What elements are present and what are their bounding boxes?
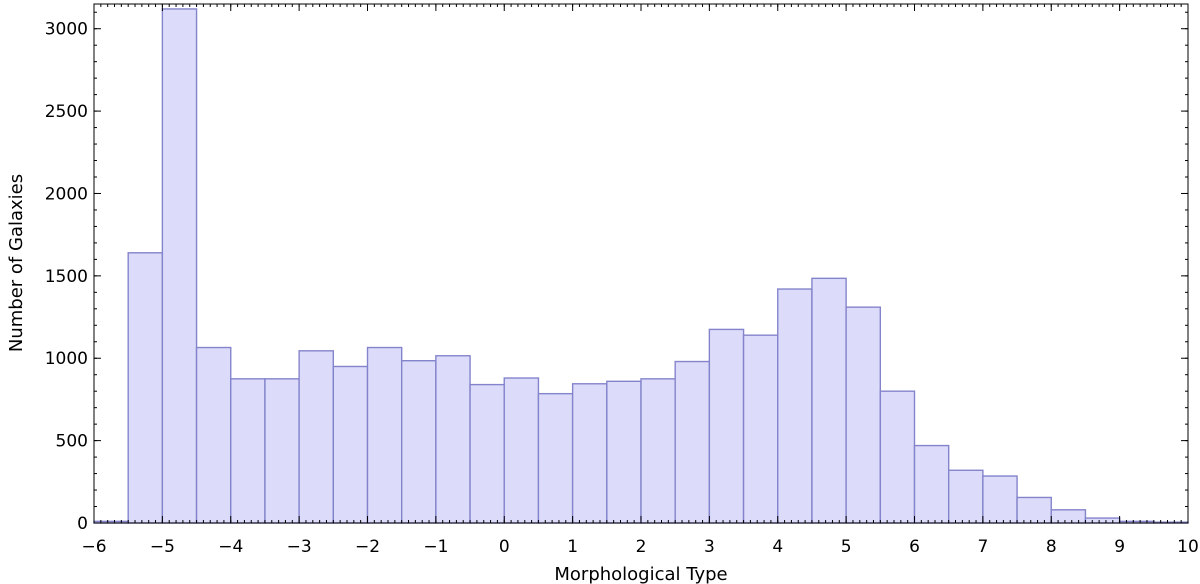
x-tick-label: 7: [977, 537, 988, 557]
histogram-bar: [537, 392, 574, 524]
histogram-bar: [742, 334, 779, 524]
y-tick-label: 500: [56, 432, 88, 452]
y-tick-label: 1500: [45, 267, 88, 287]
x-tick-label: 4: [772, 537, 783, 557]
histogram-bar: [230, 378, 266, 524]
x-tick-label: 6: [909, 537, 920, 557]
y-axis-title: Number of Galaxies: [6, 174, 27, 352]
y-tick-label: 2000: [45, 184, 88, 204]
histogram-bar: [161, 8, 198, 524]
x-tick-label: −5: [150, 537, 175, 557]
y-tick-label: 3000: [45, 20, 88, 40]
histogram-bar: [195, 346, 232, 524]
x-tick-label: −4: [218, 537, 243, 557]
histogram-bar: [811, 277, 847, 524]
histogram-bar: [1084, 517, 1121, 524]
y-tick-label: 2500: [45, 102, 88, 122]
histogram-bar: [400, 360, 437, 524]
histogram-bar: [1016, 496, 1052, 524]
x-tick-label: 2: [636, 537, 647, 557]
x-tick-label: −1: [423, 537, 448, 557]
x-tick-label: −2: [355, 537, 380, 557]
histogram-bar: [366, 346, 403, 524]
histogram-bar: [127, 252, 164, 524]
x-axis: −6 −5 −4 −3 −2 −1 0 1 2 3 4 5 6 7 8 9 10: [81, 4, 1199, 557]
histogram-bar: [982, 475, 1018, 524]
histogram-bar: [606, 380, 642, 524]
x-tick-label: −6: [81, 537, 106, 557]
bars-layer: [93, 8, 1189, 524]
histogram-bar: [947, 469, 984, 524]
histogram-bar: [571, 383, 608, 524]
histogram-bar: [777, 288, 813, 524]
histogram-bar: [879, 390, 916, 524]
x-tick-label: 3: [704, 537, 715, 557]
histogram-bar: [264, 378, 300, 524]
y-tick-label: 0: [77, 514, 88, 534]
histogram-bar: [845, 306, 882, 524]
x-tick-label: −3: [287, 537, 312, 557]
histogram-bar: [1050, 509, 1087, 524]
histogram-bar: [913, 444, 950, 524]
x-tick-label: 0: [499, 537, 510, 557]
x-tick-label: 9: [1114, 537, 1125, 557]
x-tick-label: 1: [567, 537, 578, 557]
x-tick-label: 8: [1046, 537, 1057, 557]
x-tick-label: 5: [841, 537, 852, 557]
y-axis: 0 500 1000 1500 2000 2500 3000: [45, 20, 1188, 534]
histogram-bar: [298, 350, 335, 524]
histogram-bar: [469, 383, 505, 524]
histogram-bar: [503, 377, 540, 524]
x-axis-title: Morphological Type: [554, 564, 727, 584]
histogram-bar: [674, 360, 711, 524]
histogram-bar: [640, 378, 676, 524]
x-tick-label: 10: [1177, 537, 1199, 557]
histogram-bar: [332, 365, 369, 524]
y-tick-label: 1000: [45, 349, 88, 369]
histogram-bar: [435, 355, 471, 524]
histogram-bar: [708, 328, 745, 524]
